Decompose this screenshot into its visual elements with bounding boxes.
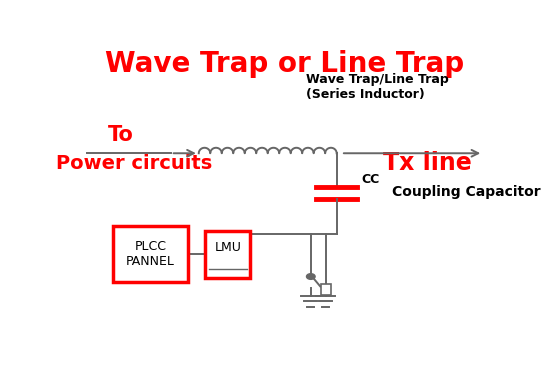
Text: Coupling Capacitor: Coupling Capacitor	[392, 184, 540, 198]
Text: Wave Trap/Line Trap
(Series Inductor): Wave Trap/Line Trap (Series Inductor)	[306, 72, 449, 101]
Circle shape	[306, 274, 315, 279]
Bar	[205, 231, 250, 278]
Text: CC: CC	[361, 173, 380, 186]
Text: PLCC
PANNEL: PLCC PANNEL	[126, 240, 175, 268]
Text: Power circuits: Power circuits	[56, 154, 212, 173]
Text: Wave Trap or Line Trap: Wave Trap or Line Trap	[106, 50, 464, 78]
Text: To: To	[108, 125, 134, 145]
Bar	[321, 284, 331, 295]
Text: LMU: LMU	[215, 241, 241, 254]
Bar	[112, 226, 188, 282]
Text: Tx line: Tx line	[383, 151, 471, 175]
